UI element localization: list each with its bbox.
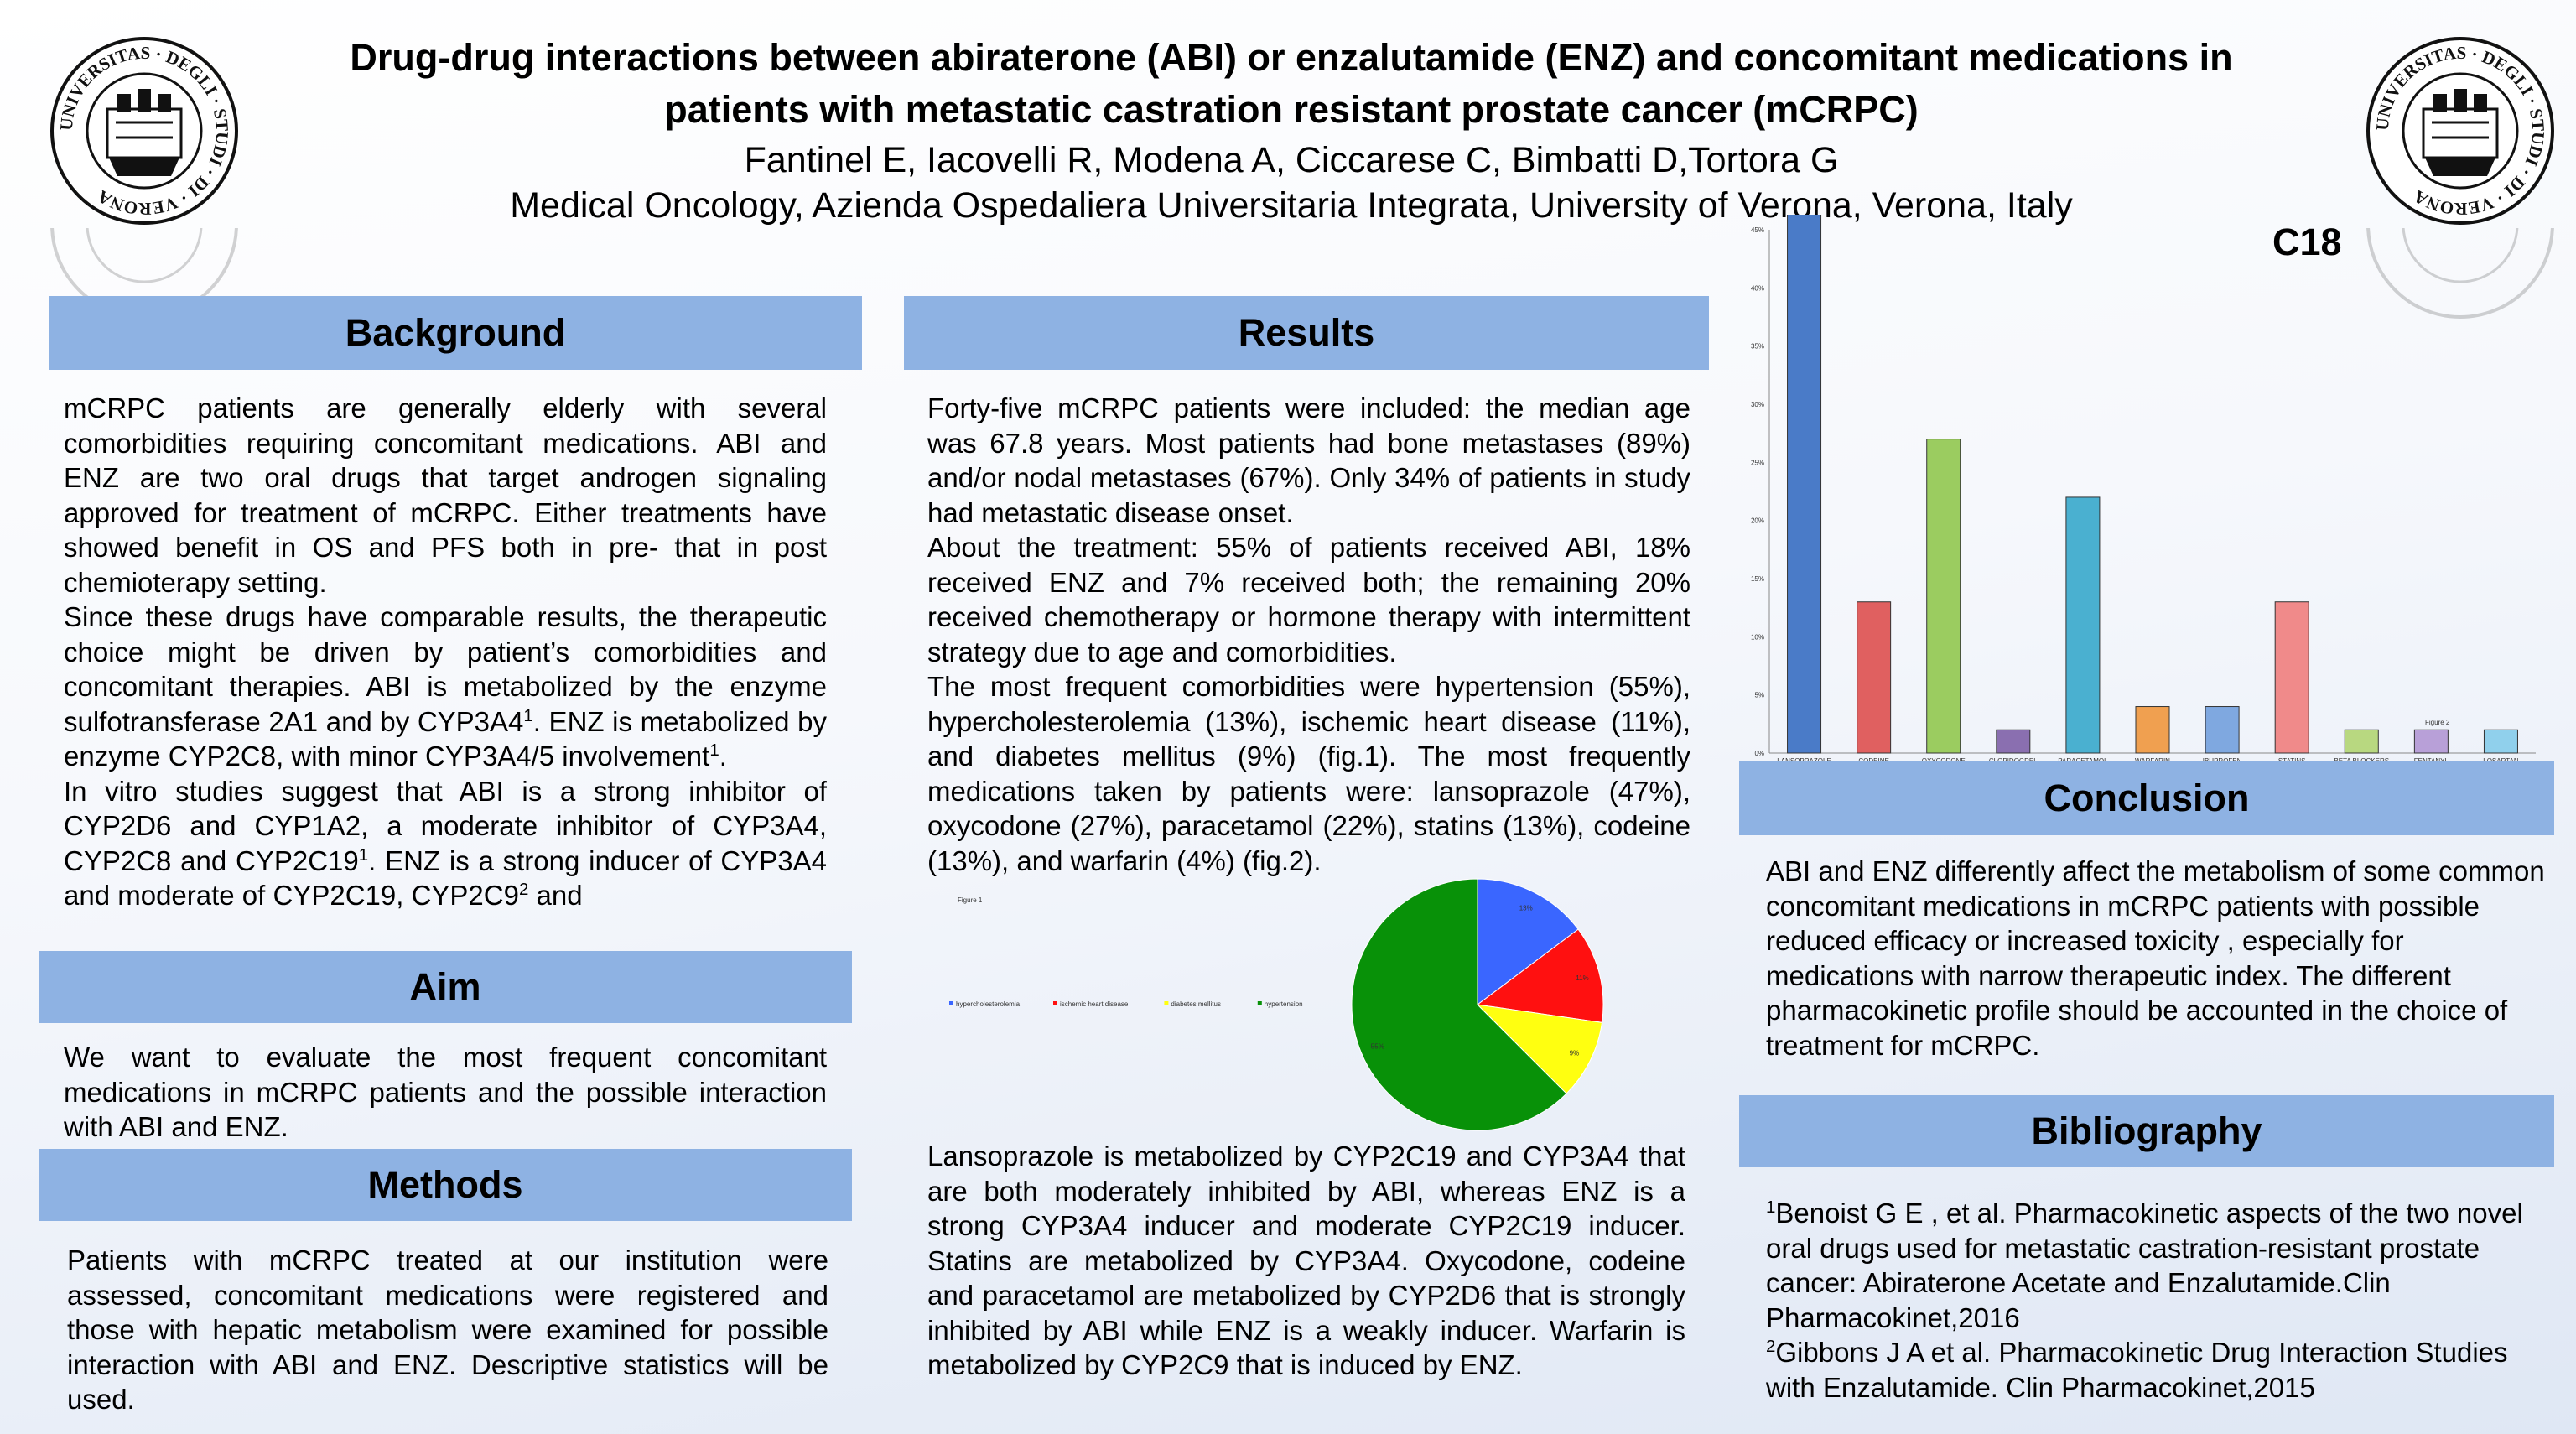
bar-x-tick-label: PARACETAMOL: [2058, 757, 2108, 765]
background-heading: Background: [345, 311, 566, 354]
bar-y-tick-label: 5%: [1754, 692, 1764, 699]
medication-bar-chart: C18 Figure 2 0% 5% 10% 15% 20% 25% 30% 35% 40% 45…: [1751, 215, 2536, 765]
background-text: mCRPC patients are generally elderly wit…: [64, 391, 827, 948]
pie-legend-label: hypercholesterolemia: [956, 1000, 1021, 1008]
bar-beta-blockers: [2344, 729, 2379, 754]
pie-legend-label: diabetes mellitus: [1171, 1000, 1221, 1008]
bar-x-tick-label: IBUPROFEN: [2203, 757, 2242, 765]
aim-text: We want to evaluate the most frequent co…: [64, 1042, 827, 1142]
results-text-bottom: Lansoprazole is metabolized by CYP2C19 a…: [927, 1140, 1685, 1380]
pie-slice-ischemic-heart-disease: [1476, 928, 1604, 1023]
bar-y-tick-label: 30%: [1751, 401, 1764, 408]
results-paragraph-1: Forty-five mCRPC patients were included:…: [927, 392, 1690, 528]
bar-ibuprofen: [2205, 706, 2240, 754]
bar-warfarin: [2135, 706, 2170, 754]
bar-x-tick-label: BETA BLOCKERS: [2334, 757, 2389, 765]
bar-y-tick-label: 25%: [1751, 459, 1764, 466]
pie-slice-label: 9%: [1570, 1050, 1580, 1057]
conclusion-text: ABI and ENZ differently affect the metab…: [1766, 855, 2545, 1061]
results-paragraph-3: The most frequent comorbidities were hyp…: [927, 671, 1690, 876]
reference-2: 2Gibbons J A et al. Pharmacokinetic Drug…: [1766, 1337, 2508, 1403]
results-heading: Results: [1238, 311, 1375, 354]
results-paragraph-2: About the treatment: 55% of patients rec…: [927, 532, 1690, 668]
bar-y-tick-label: 35%: [1751, 343, 1764, 351]
bar-y-tick-label: 0%: [1754, 750, 1764, 757]
pie-legend-label: hypertension: [1265, 1000, 1303, 1008]
bar-y-tick-label: 20%: [1751, 517, 1764, 525]
bibliography-list: 1Benoist G E , et al. Pharmacokinetic as…: [1766, 1196, 2546, 1405]
bar-x-tick-label: LOSARTAN: [2483, 757, 2519, 765]
bar-x-tick-label: STATINS: [2278, 757, 2306, 765]
university-seal-right: UNIVERSITAS · DEGLI · STUDI · DI · VERON…: [2366, 37, 2554, 225]
methods-header: Methods: [39, 1149, 852, 1221]
comorbidity-pie-chart: Figure 1 hypercholesterolemia ischemic he…: [949, 878, 1604, 1131]
background-paragraph-3: In vitro studies suggest that ABI is a s…: [64, 775, 827, 912]
pie-legend-swatch: [1164, 1001, 1169, 1005]
bar-x-tick-label: OXYCODONE: [1922, 757, 1966, 765]
pie-legend-swatch: [1053, 1001, 1057, 1005]
title-line-1: Drug-drug interactions between abiratero…: [350, 36, 2233, 79]
bar-oxycodone: [1926, 439, 1961, 754]
bar-losartan: [2483, 729, 2518, 754]
bar-statins: [2274, 601, 2309, 754]
bar-clopidogrel: [1996, 729, 2031, 754]
bar-codeine: [1857, 601, 1892, 754]
figure-1-label: Figure 1: [958, 896, 983, 904]
aim-heading: Aim: [409, 965, 481, 1008]
pie-slice-diabetes-mellitus: [1476, 1004, 1603, 1094]
conclusion-header: Conclusion: [1739, 761, 2554, 835]
pie-slice-hypertension: [1351, 878, 1567, 1131]
bar-x-tick-label: LANSOPRAZOLE: [1777, 757, 1831, 765]
bar-y-tick-label: 10%: [1751, 633, 1764, 641]
reference-1: 1Benoist G E , et al. Pharmacokinetic as…: [1766, 1198, 2523, 1333]
bar-x-tick-label: CODEINE: [1858, 757, 1888, 765]
title-line-2: patients with metastatic castration resi…: [664, 88, 1919, 131]
bar-x-tick-label: CLOPIDOGREL: [1989, 757, 2038, 765]
bar-lansoprazole: [1787, 215, 1822, 754]
bar-y-tick-label: 45%: [1751, 226, 1764, 234]
background-paragraph-1: mCRPC patients are generally elderly wit…: [64, 392, 827, 598]
aim-header: Aim: [39, 951, 852, 1023]
background-paragraph-2: Since these drugs have comparable result…: [64, 601, 827, 772]
pie-legend: hypercholesterolemia ischemic heart disea…: [949, 1000, 1303, 1008]
bar-x-tick-label: FENTANYL: [2414, 757, 2449, 765]
bibliography-header: Bibliography: [1739, 1095, 2554, 1167]
bar-paracetamol: [2065, 496, 2101, 754]
pie-legend-swatch: [1257, 1001, 1262, 1005]
bibliography-heading: Bibliography: [2031, 1109, 2262, 1152]
background-header: Background: [49, 296, 862, 370]
poster-title: Drug-drug interactions between abiratero…: [218, 32, 2365, 136]
results-text-top: Forty-five mCRPC patients were included:…: [927, 391, 1690, 878]
bar-x-tick-label: WARFARIN: [2135, 757, 2170, 765]
bar-y-tick-label: 15%: [1751, 575, 1764, 583]
results-header: Results: [904, 296, 1709, 370]
pie-slice-label: 11%: [1576, 974, 1588, 982]
bar-chart-title: C18: [2272, 221, 2342, 263]
methods-text: Patients with mCRPC treated at our insti…: [67, 1244, 828, 1415]
pie-legend-swatch: [949, 1001, 953, 1005]
methods-heading: Methods: [367, 1163, 523, 1206]
conclusion-heading: Conclusion: [2044, 777, 2250, 819]
university-seal-left: UNIVERSITAS · DEGLI · STUDI · DI · VERON…: [50, 37, 238, 225]
bar-y-tick-label: 40%: [1751, 284, 1764, 292]
pie-slice-label: 13%: [1519, 905, 1533, 912]
bar-fentanyl: [2413, 729, 2449, 754]
pie-slice-label: 55%: [1371, 1042, 1384, 1050]
seal-reflection-right: [2366, 228, 2554, 319]
pie-slice-hypercholesterolemia: [1477, 878, 1579, 1005]
figure-2-label: Figure 2: [2425, 719, 2450, 726]
pie-legend-label: ischemic heart disease: [1060, 1000, 1129, 1008]
authors: Fantinel E, Iacovelli R, Modena A, Cicca…: [744, 140, 1839, 180]
